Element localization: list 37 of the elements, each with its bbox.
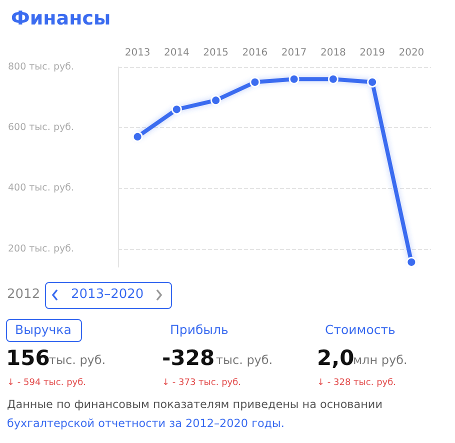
x-tick-label: 2017 (281, 48, 307, 58)
chart-title: Финансы (11, 8, 111, 30)
text: тыс. руб. (49, 353, 106, 367)
x-tick-label: 2020 (398, 48, 424, 58)
text: 2013–2020 (71, 287, 144, 302)
text: -328 (162, 346, 215, 370)
point (288, 74, 300, 84)
text: 2012 (7, 287, 40, 302)
point (328, 74, 338, 84)
point (250, 76, 260, 88)
x-tick-label: 2018 (320, 48, 346, 58)
text: тыс. руб. (216, 353, 273, 367)
point (210, 95, 222, 106)
text: бухгалтерской отчетности за 2012–2020 годы. (7, 417, 284, 430)
text: ↓ - 373 тыс. руб. (162, 378, 242, 388)
text: ↓ - 594 тыс. руб. (7, 378, 86, 388)
y-tick-label: 800 тыс. руб. (8, 62, 74, 72)
text: 2,0 (317, 346, 354, 370)
text: млн руб. (353, 353, 408, 367)
x-tick-label: 2019 (360, 48, 386, 58)
text: Данные по финансовым показателям приведены на основании (7, 398, 382, 411)
x-tick-label: 2016 (242, 48, 268, 58)
point (406, 256, 417, 268)
text: ↓ - 328 тыс. руб. (317, 378, 396, 388)
x-tick-label: 2015 (203, 48, 229, 58)
y-tick-label: 200 тыс. руб. (8, 243, 74, 254)
y-tick-label: 400 тыс. руб. (8, 182, 74, 194)
point (367, 76, 378, 88)
text: 156 (6, 346, 50, 370)
x-tick-label: 2014 (164, 48, 190, 58)
point (132, 131, 143, 142)
text: Стоимость (325, 322, 396, 337)
text: Прибыль (170, 322, 228, 337)
text: Выручка (15, 322, 72, 337)
y-tick-label: 600 тыс. руб. (8, 122, 74, 134)
x-tick-label: 2013 (124, 48, 150, 58)
point (171, 104, 182, 115)
